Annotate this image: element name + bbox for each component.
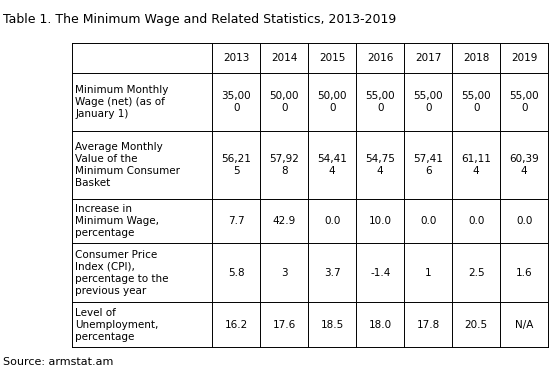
Text: 61,11
4: 61,11 4	[461, 154, 491, 176]
Text: Consumer Price
Index (CPI),
percentage to the
previous year: Consumer Price Index (CPI), percentage t…	[75, 250, 169, 296]
Text: 55,00
0: 55,00 0	[413, 91, 443, 113]
Text: 7.7: 7.7	[228, 216, 245, 226]
Text: -1.4: -1.4	[370, 268, 390, 278]
Text: 0.0: 0.0	[516, 216, 532, 226]
Text: 2.5: 2.5	[468, 268, 484, 278]
Text: 42.9: 42.9	[273, 216, 296, 226]
Text: 0.0: 0.0	[468, 216, 484, 226]
Text: 2014: 2014	[271, 53, 298, 63]
Text: 55,00
0: 55,00 0	[365, 91, 395, 113]
Text: 2018: 2018	[463, 53, 489, 63]
Text: 54,75
4: 54,75 4	[365, 154, 395, 176]
Text: Minimum Monthly
Wage (net) (as of
January 1): Minimum Monthly Wage (net) (as of Januar…	[75, 85, 169, 119]
Text: 0.0: 0.0	[324, 216, 341, 226]
Text: 50,00
0: 50,00 0	[269, 91, 299, 113]
Text: Table 1. The Minimum Wage and Related Statistics, 2013-2019: Table 1. The Minimum Wage and Related St…	[3, 13, 396, 26]
Text: 55,00
0: 55,00 0	[461, 91, 491, 113]
Text: 54,41
4: 54,41 4	[317, 154, 347, 176]
Text: 18.0: 18.0	[369, 320, 392, 330]
Text: 2019: 2019	[511, 53, 537, 63]
Text: 3.7: 3.7	[324, 268, 341, 278]
Text: Increase in
Minimum Wage,
percentage: Increase in Minimum Wage, percentage	[75, 204, 159, 238]
Text: 1: 1	[425, 268, 431, 278]
Text: 5.8: 5.8	[228, 268, 245, 278]
Text: 17.8: 17.8	[417, 320, 440, 330]
Text: 57,92
8: 57,92 8	[269, 154, 299, 176]
Text: 18.5: 18.5	[321, 320, 344, 330]
Text: 35,00
0: 35,00 0	[222, 91, 251, 113]
Text: 0.0: 0.0	[420, 216, 436, 226]
Text: 56,21
5: 56,21 5	[221, 154, 251, 176]
Text: 60,39
4: 60,39 4	[509, 154, 539, 176]
Text: 10.0: 10.0	[369, 216, 392, 226]
Text: Level of
Unemployment,
percentage: Level of Unemployment, percentage	[75, 308, 159, 342]
Text: 2017: 2017	[415, 53, 441, 63]
Text: 2016: 2016	[367, 53, 393, 63]
Text: 3: 3	[281, 268, 288, 278]
Text: 20.5: 20.5	[464, 320, 488, 330]
Text: 17.6: 17.6	[273, 320, 296, 330]
Text: Source: armstat.am: Source: armstat.am	[3, 357, 113, 367]
Text: 1.6: 1.6	[516, 268, 533, 278]
Text: 55,00
0: 55,00 0	[510, 91, 539, 113]
Text: 2013: 2013	[223, 53, 250, 63]
Text: 57,41
6: 57,41 6	[413, 154, 443, 176]
Text: 2015: 2015	[319, 53, 345, 63]
Text: 16.2: 16.2	[224, 320, 248, 330]
Text: Average Monthly
Value of the
Minimum Consumer
Basket: Average Monthly Value of the Minimum Con…	[75, 142, 181, 188]
Text: 50,00
0: 50,00 0	[317, 91, 347, 113]
Text: N/A: N/A	[515, 320, 533, 330]
